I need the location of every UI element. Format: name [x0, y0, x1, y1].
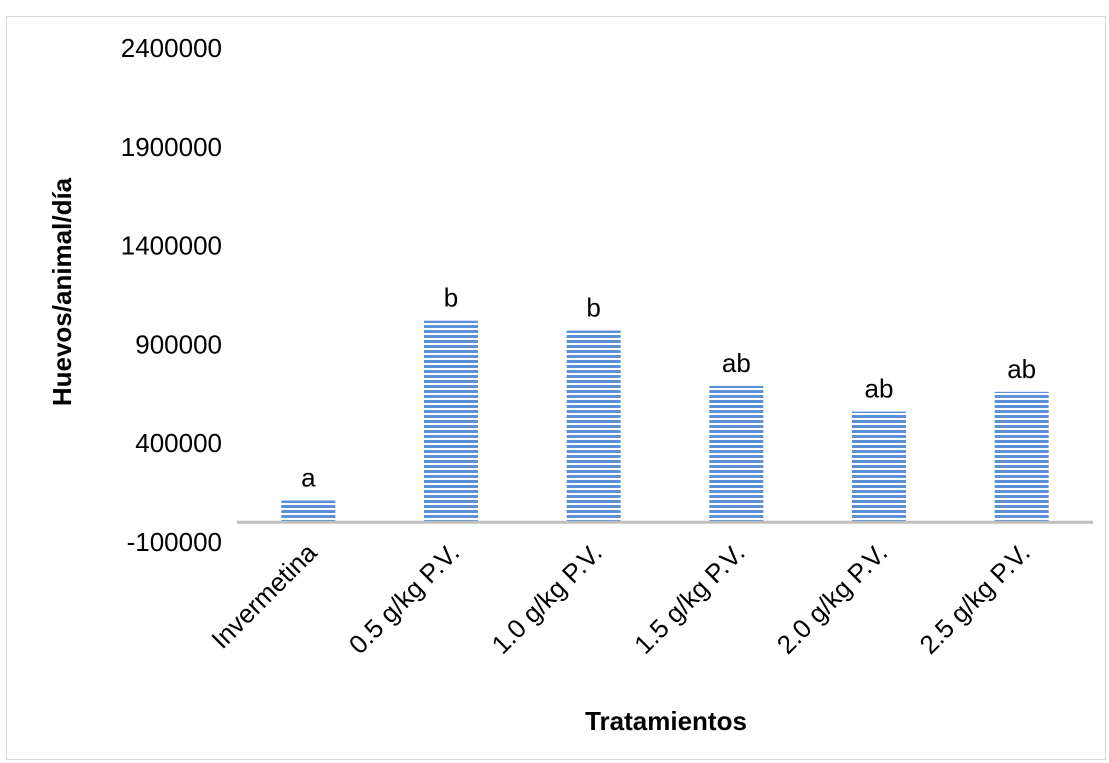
x-category-label: Invermetina: [205, 537, 323, 655]
y-axis-ticks: -100000 400000 900000 1400000 1900000 2400000: [121, 33, 222, 557]
bars: [281, 320, 1049, 523]
x-category-label: 0.5 g/kg P.V.: [343, 537, 465, 659]
x-axis-title: Tratamientos: [585, 706, 747, 736]
bar-data-label: ab: [722, 348, 751, 378]
y-tick-label: 1400000: [121, 231, 222, 261]
x-category-label: 1.0 g/kg P.V.: [485, 537, 607, 659]
bar-data-label: b: [586, 293, 600, 323]
y-tick-label: 400000: [135, 428, 222, 458]
bar: [852, 411, 906, 523]
bar: [281, 500, 336, 523]
y-tick-label: -100000: [127, 527, 222, 557]
y-axis-title: Huevos/animal/día: [47, 177, 77, 406]
bar: [566, 330, 621, 523]
x-category-label: 2.0 g/kg P.V.: [771, 537, 893, 659]
x-category-label: 2.5 g/kg P.V.: [913, 537, 1035, 659]
bar: [424, 320, 478, 523]
category-labels: Invermetina 0.5 g/kg P.V. 1.0 g/kg P.V. 1.5…: [205, 537, 1036, 660]
bar-data-label: a: [301, 463, 316, 493]
y-tick-label: 1900000: [121, 132, 222, 162]
y-tick-label: 2400000: [121, 33, 222, 63]
y-tick-label: 900000: [135, 329, 222, 359]
bar-data-label: b: [444, 283, 458, 313]
bar: [994, 391, 1049, 523]
bar: [709, 385, 764, 523]
x-category-label: 1.5 g/kg P.V.: [628, 537, 750, 659]
bar-data-label: ab: [1007, 354, 1036, 384]
chart-frame: [6, 16, 1106, 760]
bar-data-label: ab: [865, 374, 894, 404]
